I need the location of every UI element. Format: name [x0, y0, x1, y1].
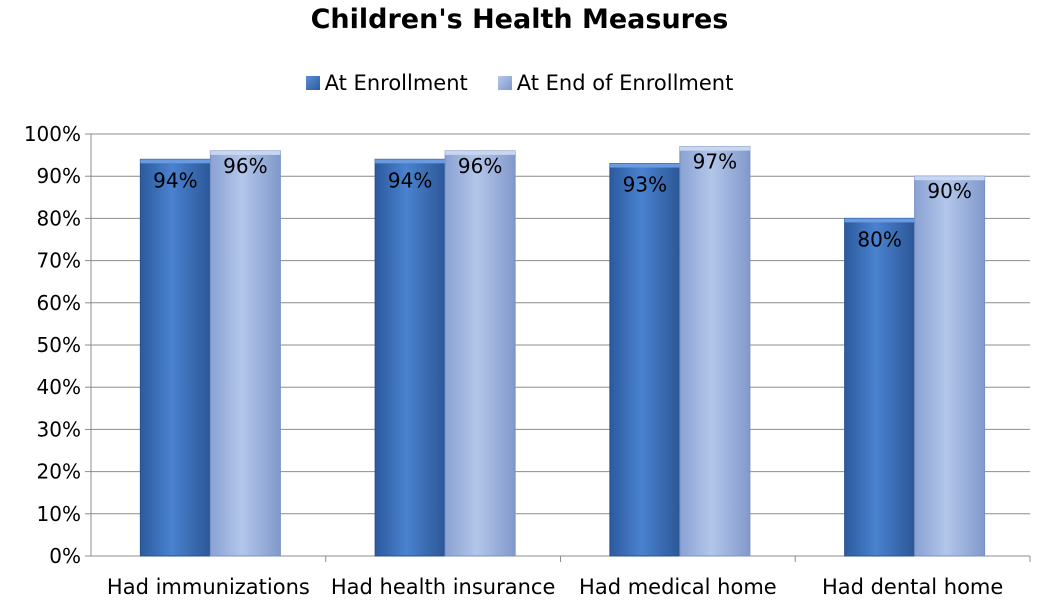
bar-bevel: [375, 159, 446, 164]
y-tick-label: 90%: [37, 164, 81, 188]
data-label: 97%: [693, 150, 737, 174]
bar-at-enrollment: [374, 158, 446, 557]
data-label: 80%: [857, 227, 901, 251]
bar-bevel: [140, 159, 211, 164]
legend-item-at-enrollment: At Enrollment: [305, 70, 468, 96]
bars: [139, 146, 986, 557]
y-tick-label: 50%: [37, 333, 81, 357]
bar-at-end-of-enrollment: [914, 175, 986, 557]
bar-at-enrollment: [844, 217, 916, 557]
y-tick-label: 30%: [37, 417, 81, 441]
bar-bevel: [609, 163, 680, 168]
y-tick-label: 80%: [37, 206, 81, 230]
legend-item-at-end-of-enrollment: At End of Enrollment: [497, 70, 734, 96]
bar-at-end-of-enrollment: [209, 150, 281, 557]
legend-label-at-end-of-enrollment: At End of Enrollment: [516, 71, 734, 95]
bar-at-enrollment: [609, 163, 681, 557]
x-category-label: Had immunizations: [107, 575, 310, 599]
y-tick-label: 70%: [37, 249, 81, 273]
legend-swatch-at-end-of-enrollment: [497, 76, 512, 90]
bar-at-enrollment: [139, 158, 211, 557]
y-tick-label: 20%: [37, 460, 81, 484]
y-tick-label: 0%: [49, 544, 81, 568]
bar-bevel: [445, 150, 516, 155]
data-label: 94%: [153, 168, 197, 192]
y-tick-label: 40%: [37, 375, 81, 399]
data-label: 96%: [223, 154, 267, 178]
bar-bevel: [679, 146, 750, 151]
bar-bevel: [210, 150, 281, 155]
x-category-label: Had medical home: [579, 575, 777, 599]
x-category-label: Had health insurance: [331, 575, 556, 599]
y-tick-label: 100%: [24, 122, 81, 146]
legend: At Enrollment At End of Enrollment: [0, 70, 1039, 96]
bar-bevel: [914, 176, 985, 181]
y-tick-label: 10%: [37, 502, 81, 526]
bar-at-end-of-enrollment: [679, 146, 751, 557]
y-tick-label: 60%: [37, 291, 81, 315]
legend-label-at-enrollment: At Enrollment: [324, 71, 468, 95]
data-label: 94%: [388, 168, 432, 192]
data-label: 96%: [458, 154, 502, 178]
bar-bevel: [844, 218, 915, 223]
legend-swatch-at-enrollment: [305, 76, 320, 90]
data-label: 93%: [623, 173, 667, 197]
x-category-label: Had dental home: [822, 575, 1003, 599]
bar-at-end-of-enrollment: [444, 150, 516, 557]
labels: 94% 96% Had immunizations 94% 96% Had health …: [107, 150, 1003, 599]
data-label: 90%: [927, 179, 971, 203]
chart-title: Children's Health Measures: [310, 4, 729, 35]
